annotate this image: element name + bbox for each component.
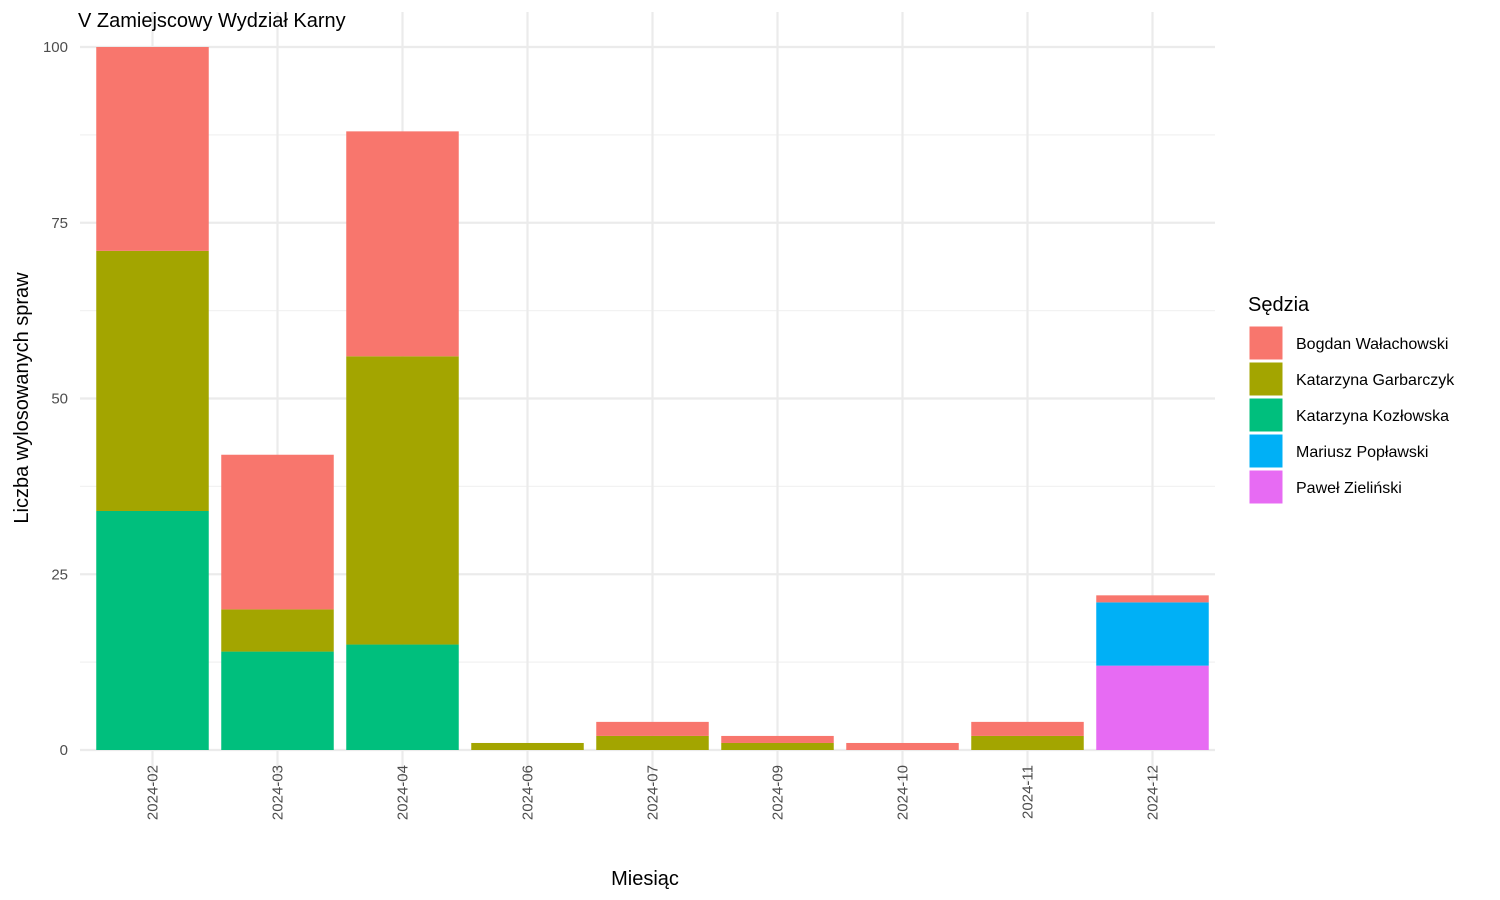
- bar-segment: [96, 47, 209, 251]
- y-tick-label: 100: [43, 39, 68, 56]
- x-tick-label: 2024-07: [645, 765, 662, 820]
- y-axis-title: Liczba wylosowanych spraw: [11, 272, 33, 524]
- bar-segment: [346, 356, 459, 645]
- legend-title: Sędzia: [1248, 294, 1310, 316]
- legend-label: Katarzyna Garbarczyk: [1296, 372, 1455, 389]
- bar-segment: [221, 609, 334, 652]
- bars-layer: [96, 47, 1209, 750]
- bar-segment: [221, 454, 334, 610]
- bar-segment: [721, 735, 834, 743]
- bar-segment: [1096, 665, 1209, 750]
- bar-segment: [596, 735, 709, 750]
- x-axis-title: Miesiąc: [611, 868, 679, 890]
- bar-segment: [971, 721, 1084, 736]
- bar-segment: [221, 651, 334, 750]
- bar-segment: [346, 131, 459, 357]
- legend-label: Mariusz Popławski: [1296, 444, 1428, 461]
- legend-swatch: [1248, 469, 1284, 505]
- bar-segment: [721, 742, 834, 750]
- x-tick-label: 2024-10: [895, 765, 912, 820]
- bar-segment: [346, 644, 459, 750]
- y-tick-label: 50: [51, 391, 68, 408]
- y-axis-ticks: 0 25 50 75 100: [43, 39, 68, 759]
- bar-segment: [1096, 595, 1209, 603]
- legend-swatch: [1248, 361, 1284, 397]
- legend-swatch: [1248, 325, 1284, 361]
- x-axis-ticks: 2024-02 2024-03 2024-04 2024-06 2024-07 2024-…: [145, 765, 1162, 820]
- bar-segment: [596, 721, 709, 736]
- legend-swatch: [1248, 433, 1284, 469]
- bar-segment: [971, 735, 1084, 750]
- bar-segment: [96, 250, 209, 511]
- x-tick-label: 2024-09: [770, 765, 787, 820]
- legend-label: Katarzyna Kozłowska: [1296, 408, 1449, 425]
- bar-segment: [1096, 602, 1209, 666]
- bar-segment: [846, 742, 959, 750]
- x-tick-label: 2024-02: [145, 765, 162, 820]
- legend: Sędzia Bogdan Wałachowski Katarzyna Garba…: [1248, 294, 1455, 505]
- x-tick-label: 2024-06: [520, 765, 537, 820]
- legend-items: Bogdan Wałachowski Katarzyna Garbarczyk Ka…: [1248, 325, 1455, 505]
- x-tick-label: 2024-11: [1020, 765, 1037, 819]
- legend-swatch: [1248, 397, 1284, 433]
- x-tick-label: 2024-04: [395, 765, 412, 820]
- y-tick-label: 0: [60, 742, 68, 759]
- bar-segment: [471, 742, 584, 750]
- bar-segment: [96, 510, 209, 750]
- x-tick-label: 2024-03: [270, 765, 287, 820]
- chart-title: V Zamiejscowy Wydział Karny: [78, 10, 346, 32]
- x-tick-label: 2024-12: [1145, 765, 1162, 820]
- y-tick-label: 75: [51, 215, 68, 232]
- legend-label: Paweł Zieliński: [1296, 480, 1402, 497]
- y-tick-label: 25: [51, 566, 68, 583]
- legend-label: Bogdan Wałachowski: [1296, 336, 1448, 353]
